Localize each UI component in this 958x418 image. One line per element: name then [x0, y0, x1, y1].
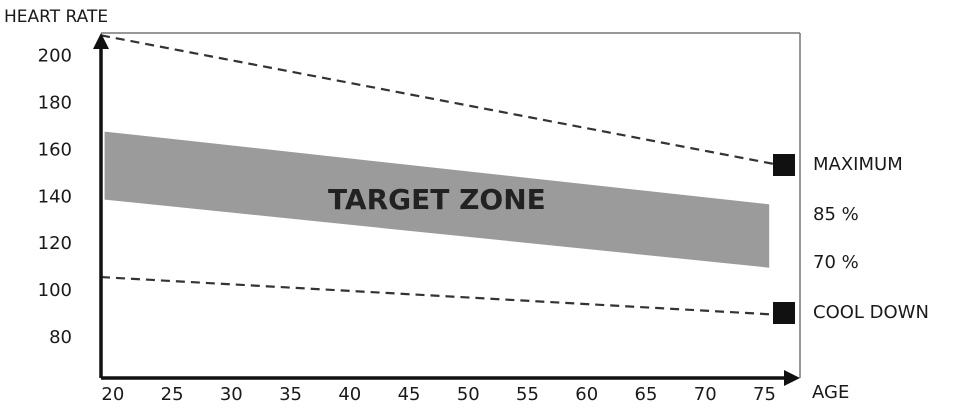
x-tick-label: 50: [457, 384, 480, 405]
y-axis-arrow: [93, 33, 109, 49]
series-line: [100, 275, 777, 316]
x-tick-label: 45: [398, 384, 421, 405]
y-axis-title: HEART RATE: [4, 7, 108, 27]
x-tick-label: 40: [338, 384, 361, 405]
y-tick-label: 80: [49, 327, 72, 348]
target-zone: [104, 131, 770, 268]
x-tick-label: 70: [694, 384, 717, 405]
x-tick-label: 35: [279, 384, 302, 405]
x-axis-title: AGE: [812, 382, 849, 403]
y-tick-label: 200: [38, 45, 72, 66]
legend-marker: [773, 302, 795, 324]
zone-edge-label: 70 %: [813, 252, 859, 273]
legend-label: COOL DOWN: [813, 302, 929, 323]
legend-marker: [773, 154, 795, 176]
x-tick-label: 20: [101, 384, 124, 405]
y-tick-label: 120: [38, 233, 72, 254]
legend-label: MAXIMUM: [813, 154, 903, 175]
zone-label: TARGET ZONE: [328, 183, 546, 216]
zone-edge-label: 85 %: [813, 204, 859, 225]
y-tick-label: 160: [38, 139, 72, 160]
series-line: [100, 34, 777, 166]
y-tick-label: 140: [38, 186, 72, 207]
y-tick-label: 180: [38, 92, 72, 113]
x-axis-arrow: [784, 370, 800, 386]
x-tick-label: 75: [753, 384, 776, 405]
x-tick-label: 25: [161, 384, 184, 405]
x-tick-label: 60: [575, 384, 598, 405]
x-tick-label: 55: [516, 384, 539, 405]
x-tick-label: 65: [635, 384, 658, 405]
y-tick-label: 100: [38, 280, 72, 301]
x-tick-label: 30: [220, 384, 243, 405]
